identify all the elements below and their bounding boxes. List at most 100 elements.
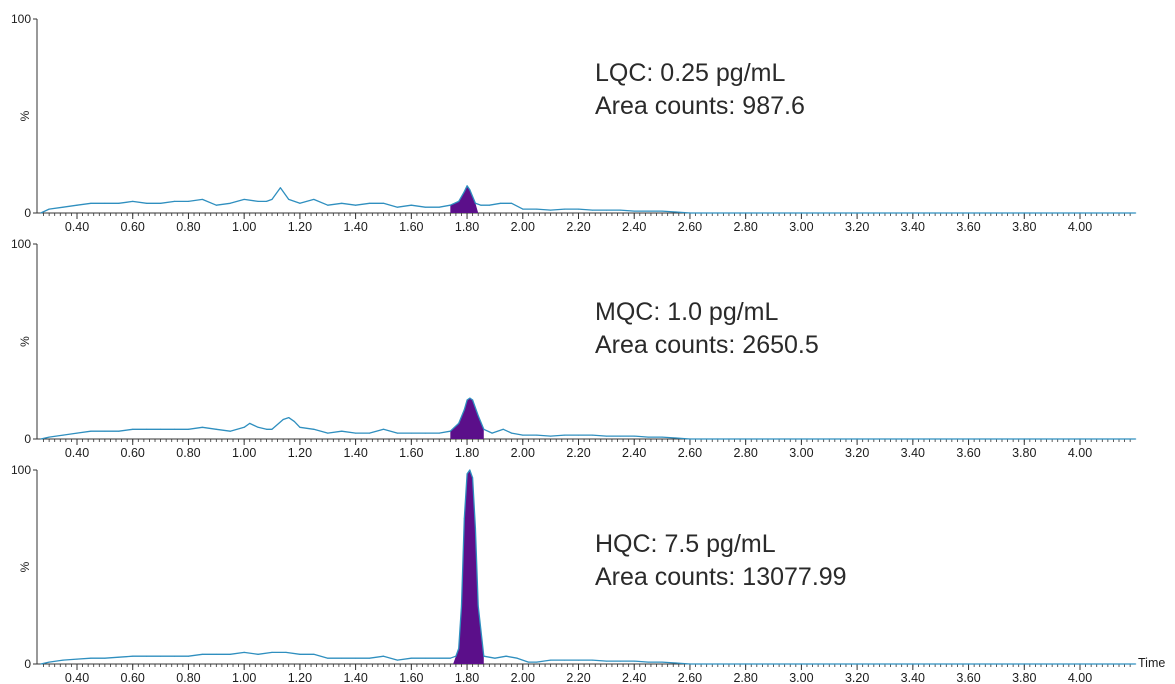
trace-point [438, 432, 440, 434]
annotation-area-counts: Area counts: 13077.99 [595, 563, 847, 591]
trace-point [536, 208, 538, 210]
trace-point [368, 657, 371, 659]
trace-point [1135, 663, 1137, 665]
trace-point [104, 430, 106, 432]
y-tick-label: 100 [11, 237, 31, 251]
trace-point [187, 655, 190, 657]
trace-point [477, 415, 479, 417]
trace-point [243, 198, 245, 201]
trace-point [90, 202, 92, 204]
x-tick-label: 0.60 [121, 446, 145, 460]
x-tick-label: 1.60 [399, 220, 423, 234]
trace-point [511, 432, 513, 434]
trace-point [159, 428, 162, 430]
x-axis-label: Time [1138, 656, 1165, 670]
y-tick-label: 0 [24, 657, 31, 671]
trace-point [396, 432, 399, 434]
trace-point [800, 438, 802, 440]
trace-point [469, 189, 471, 191]
trace-point [511, 202, 513, 204]
x-tick-label: 3.00 [789, 220, 813, 234]
trace-point [313, 653, 315, 655]
x-tick-label: 1.80 [455, 220, 479, 234]
annotation-area-counts: Area counts: 2650.5 [595, 331, 819, 359]
trace-point [265, 200, 268, 202]
trace-point [159, 202, 162, 204]
trace-point [633, 660, 635, 662]
trace-point [313, 198, 315, 201]
trace-point [466, 473, 468, 475]
x-tick-label: 2.80 [733, 220, 757, 234]
trace-point [912, 438, 914, 440]
trace-point [327, 657, 329, 659]
trace-point [243, 651, 245, 653]
trace-point [577, 434, 580, 436]
trace-point [1079, 438, 1081, 440]
trace-point [717, 212, 719, 214]
trace-point [647, 661, 649, 663]
trace-point [424, 657, 426, 659]
trace-point [647, 210, 649, 212]
trace-point [62, 206, 64, 208]
trace-point [90, 430, 92, 432]
y-tick-label: 0 [24, 206, 31, 220]
trace-point [1023, 438, 1025, 440]
trace-point [355, 204, 357, 206]
trace-point [271, 428, 273, 430]
trace-point [563, 434, 566, 436]
trace-point [661, 436, 663, 438]
trace-point [856, 438, 858, 440]
trace-point [257, 200, 259, 202]
trace-point [856, 212, 858, 214]
trace-point [40, 212, 42, 214]
trace-point [368, 202, 371, 204]
annotation-concentration: MQC: 1.0 pg/mL [595, 298, 778, 326]
trace-point [563, 659, 566, 661]
x-tick-label: 0.60 [121, 220, 145, 234]
trace-point [483, 655, 485, 657]
trace-point [410, 657, 412, 659]
trace-point [118, 202, 120, 204]
trace-point [104, 657, 106, 659]
x-tick-label: 1.60 [399, 446, 423, 460]
x-tick-label: 1.00 [232, 671, 256, 684]
trace-point [745, 438, 747, 440]
trace-point [327, 204, 329, 206]
x-tick-label: 1.20 [288, 446, 312, 460]
trace-point [118, 430, 120, 432]
trace-point [293, 420, 295, 423]
x-tick-label: 1.60 [399, 671, 423, 684]
trace-point [327, 432, 329, 434]
trace-point [449, 657, 451, 659]
trace-point [675, 211, 677, 213]
y-axis-label: % [18, 336, 32, 347]
trace-point [619, 660, 621, 662]
trace-point [472, 477, 474, 479]
trace-point [717, 438, 719, 440]
trace-point [410, 432, 412, 434]
trace-point [382, 428, 385, 430]
x-tick-label: 3.20 [845, 671, 869, 684]
trace-point [491, 432, 493, 434]
x-tick-label: 1.40 [343, 220, 367, 234]
trace-point [591, 659, 594, 661]
trace-point [463, 409, 465, 411]
x-tick-label: 3.80 [1012, 220, 1036, 234]
trace-point [745, 663, 747, 665]
trace-point [243, 426, 245, 428]
chromatogram-trace [40, 469, 1136, 665]
annotation-area-counts: Area counts: 987.6 [595, 92, 805, 120]
x-tick-label: 0.40 [65, 446, 89, 460]
trace-point [856, 663, 858, 665]
trace-point [619, 435, 621, 437]
trace-point [410, 204, 412, 206]
x-tick-label: 3.40 [901, 220, 925, 234]
trace-point [341, 430, 343, 432]
trace-point [717, 663, 719, 665]
trace-point [1023, 663, 1025, 665]
trace-point [76, 204, 78, 206]
x-tick-label: 2.00 [511, 220, 535, 234]
annotation-concentration: HQC: 7.5 pg/mL [595, 530, 776, 558]
trace-point [201, 198, 203, 201]
trace-point [800, 663, 802, 665]
